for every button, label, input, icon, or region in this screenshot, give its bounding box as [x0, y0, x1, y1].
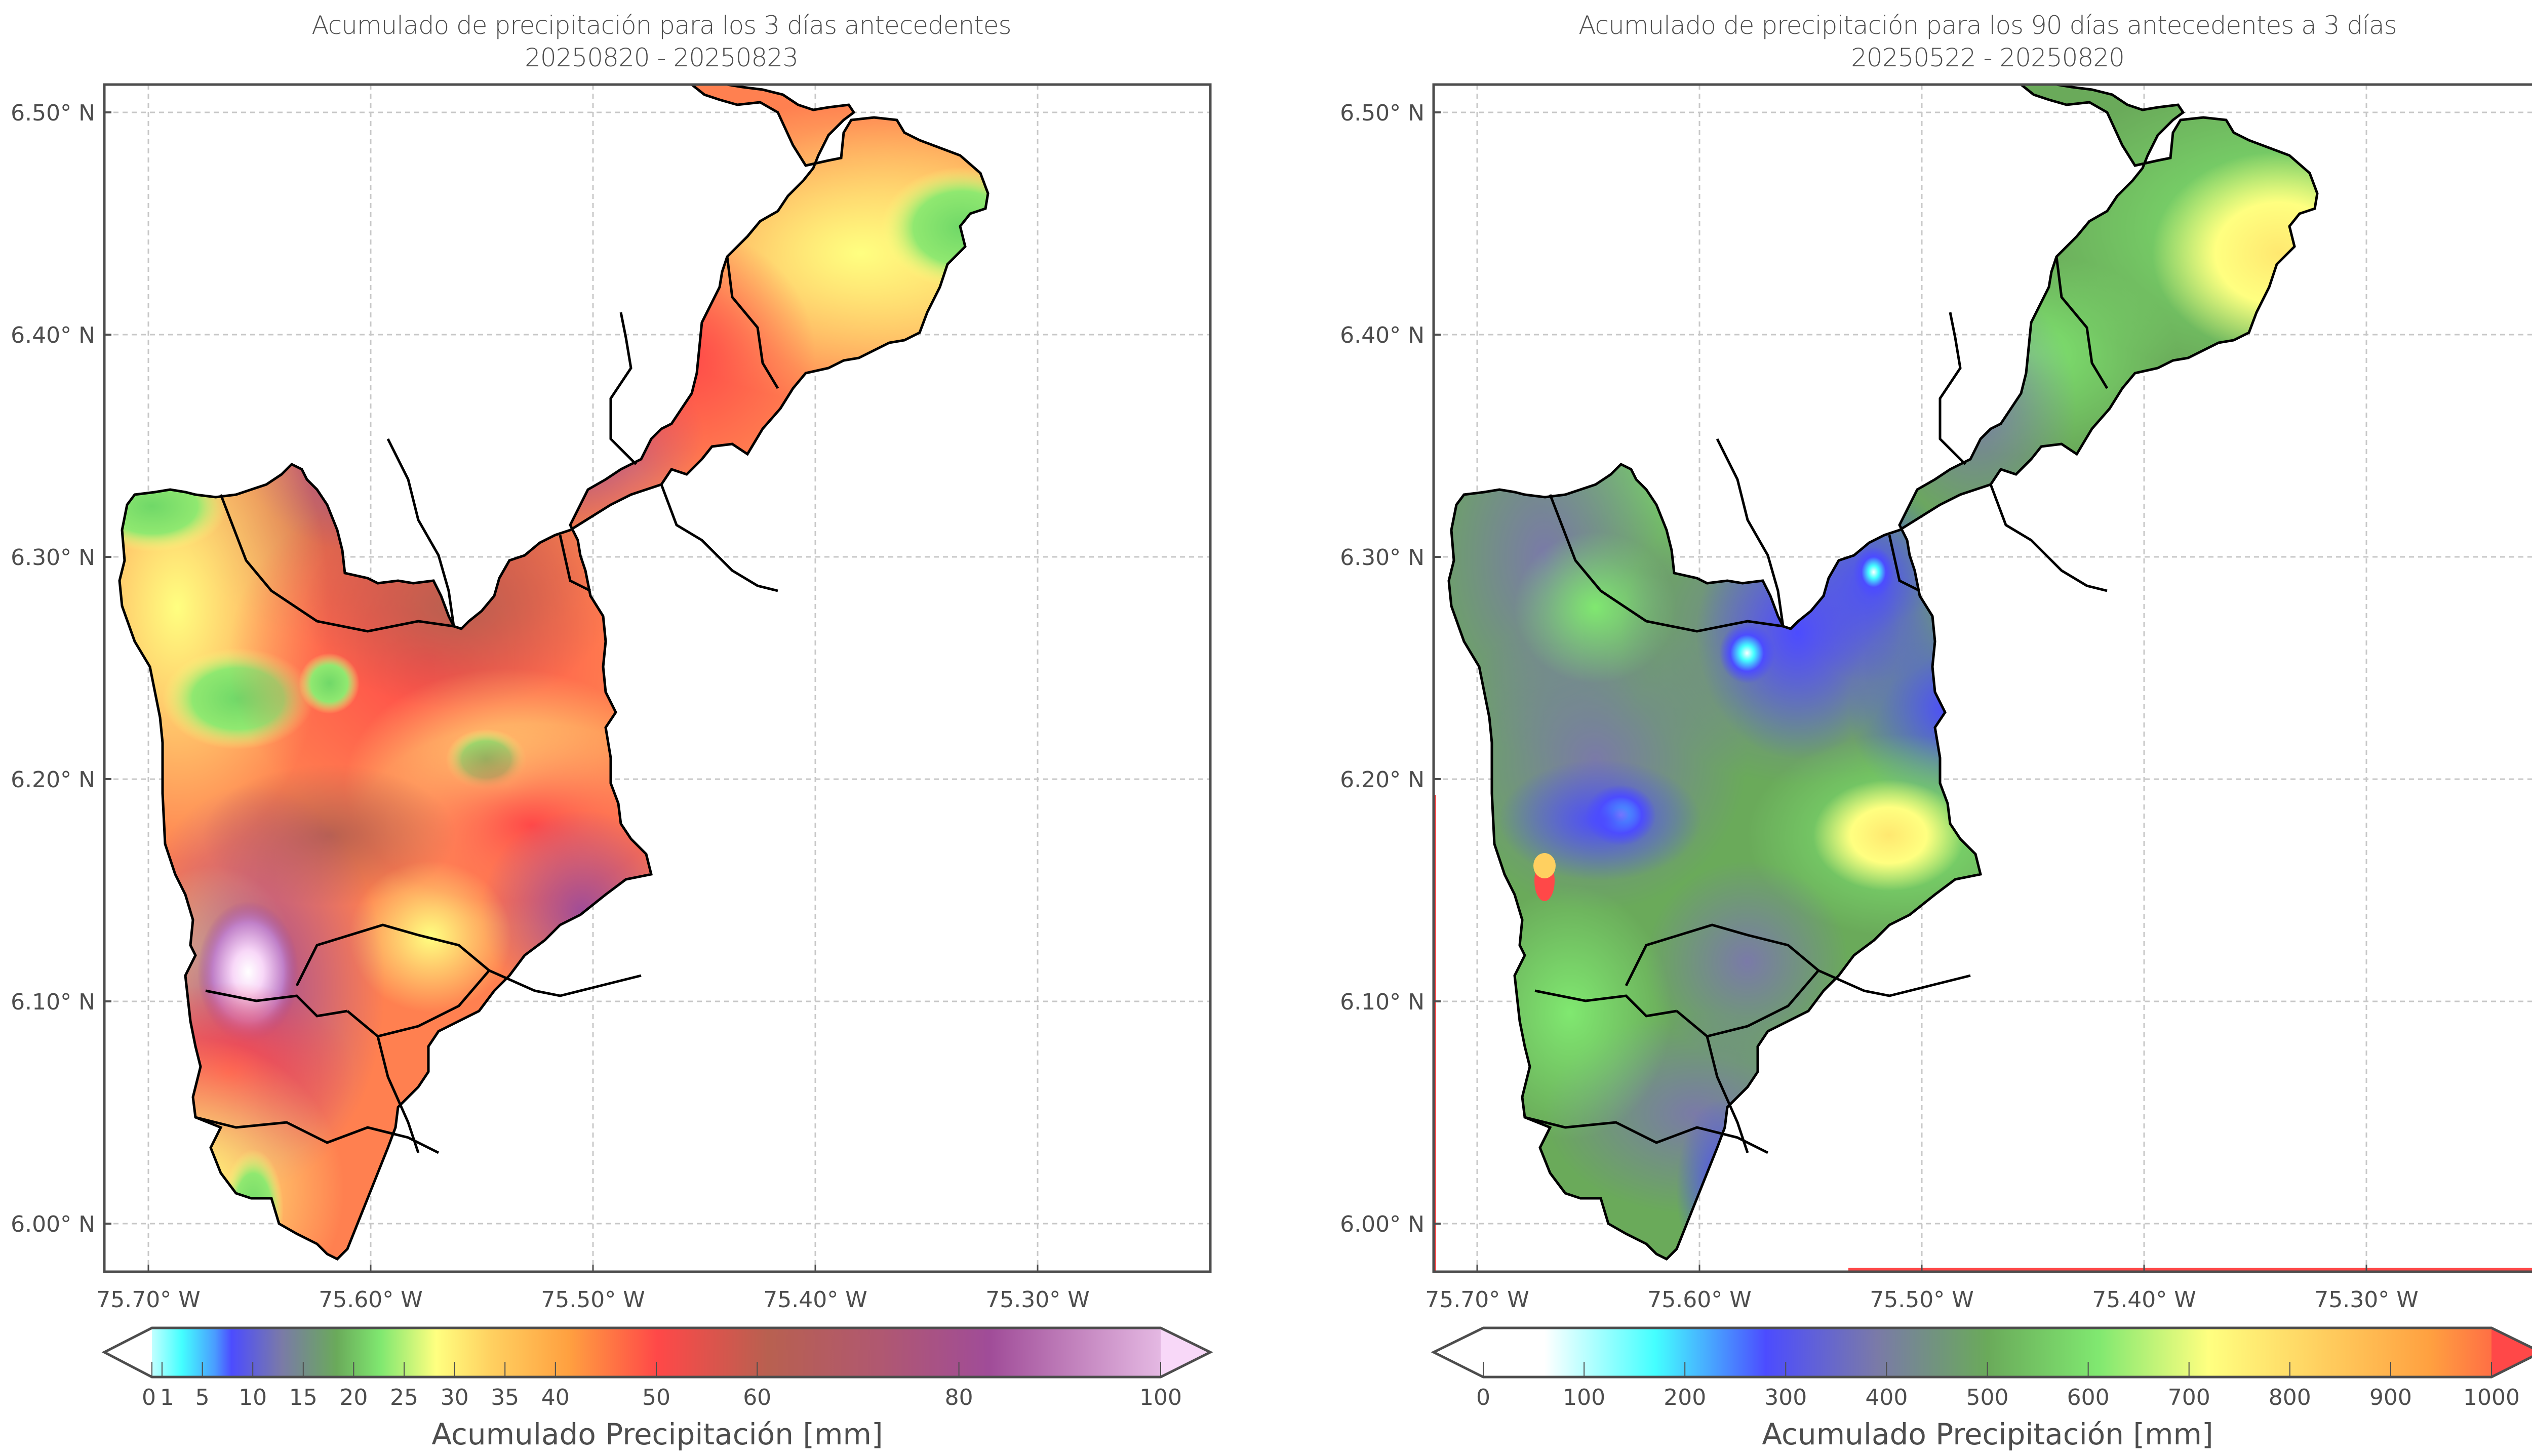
lon-tick-label: 75.30° W: [2314, 1287, 2418, 1313]
lat-tick-label: 6.30° N: [1340, 545, 1425, 571]
lon-tick-label: 75.30° W: [985, 1287, 1089, 1313]
left-axes-frame: [103, 83, 1212, 1273]
left-colorbar-over-extension: [1161, 1328, 1210, 1377]
right-colorbar-label: Acumulado Precipitación [mm]: [1762, 1417, 2213, 1451]
left-colorbar-under-extension: [104, 1328, 152, 1377]
colorbar-tick-label: 50: [642, 1385, 670, 1410]
lat-tick-label: 6.10° N: [1340, 989, 1425, 1015]
colorbar-tick-label: 80: [945, 1385, 973, 1410]
lon-tick-label: 75.50° W: [1870, 1287, 1973, 1313]
colorbar-tick-label: 700: [2168, 1385, 2210, 1410]
left-subbasin-boundaries: [195, 256, 779, 1154]
lon-tick-label: 75.60° W: [1647, 1287, 1751, 1313]
colorbar-tick-label: 5: [195, 1385, 210, 1410]
right-colorbar-ticks: 0 100 200 300 400 500 600 700 800 900 1000: [1476, 1362, 2520, 1410]
colorbar-tick-label: 0: [1476, 1385, 1490, 1410]
right-axes-frame: [1432, 83, 2532, 1273]
lon-tick-label: 75.40° W: [763, 1287, 867, 1313]
colorbar-tick-label: 25: [390, 1385, 418, 1410]
right-colorbar-gradient: [1434, 1328, 2532, 1377]
colorbar-tick-label: 900: [2369, 1385, 2412, 1410]
left-colorbar-ticks: 0 1 5 10 15 20 25 30 35 40 50 60 80 100: [142, 1362, 1182, 1410]
colorbar-tick-label: 40: [541, 1385, 570, 1410]
colorbar-tick-label: 1: [160, 1385, 174, 1410]
colorbar-tick-label: 400: [1865, 1385, 1908, 1410]
lat-tick-label: 6.50° N: [1340, 100, 1425, 126]
colorbar-tick-label: 1000: [2463, 1385, 2520, 1410]
lat-tick-label: 6.00° N: [11, 1211, 95, 1237]
lat-tick-label: 6.20° N: [1340, 767, 1425, 793]
lat-tick-label: 6.40° N: [11, 322, 95, 348]
left-title-line1: Acumulado de precipitación para los 3 dí…: [311, 11, 1011, 40]
left-colorbar: 0 1 5 10 15 20 25 30 35 40 50 60 80 100 Acumulado Pre…: [101, 1326, 1213, 1451]
lon-tick-label: 75.40° W: [2092, 1287, 2196, 1313]
right-axis-ticks: 75.70° W 75.60° W 75.50° W 75.40° W 75.30° W…: [1340, 100, 2419, 1313]
colorbar-tick-label: 300: [1764, 1385, 1807, 1410]
lat-tick-label: 6.00° N: [1340, 1211, 1425, 1237]
lon-tick-label: 75.60° W: [319, 1287, 422, 1313]
colorbar-tick-label: 35: [491, 1385, 519, 1410]
left-colorbar-label: Acumulado Precipitación [mm]: [431, 1417, 883, 1451]
lat-tick-label: 6.10° N: [11, 989, 95, 1015]
left-map-axes: 75.70° W 75.60° W 75.50° W 75.40° W 75.30° W…: [11, 83, 1212, 1313]
colorbar-tick-label: 100: [1139, 1385, 1182, 1410]
lat-tick-label: 6.30° N: [11, 545, 95, 571]
colorbar-tick-label: 20: [339, 1385, 368, 1410]
lon-tick-label: 75.70° W: [1425, 1287, 1529, 1313]
left-map-title: Acumulado de precipitación para los 3 dí…: [155, 9, 1168, 74]
left-title-dates: 20250820 - 20250823: [525, 43, 799, 72]
left-precipitation-field: [120, 85, 988, 1259]
lat-tick-label: 6.40° N: [1340, 322, 1425, 348]
right-title-line1: Acumulado de precipitación para los 90 d…: [1578, 11, 2397, 40]
colorbar-tick-label: 60: [743, 1385, 771, 1410]
colorbar-tick-label: 800: [2269, 1385, 2311, 1410]
colorbar-tick-label: 0: [142, 1385, 156, 1410]
right-colorbar-under-extension: [1434, 1328, 1483, 1377]
colorbar-tick-label: 30: [441, 1385, 469, 1410]
right-colorbar-over-extension: [2491, 1328, 2532, 1377]
right-subbasin-boundaries: [1524, 256, 2109, 1154]
colorbar-tick-label: 10: [239, 1385, 267, 1410]
colorbar-tick-label: 100: [1563, 1385, 1605, 1410]
right-title-dates: 20250522 - 20250820: [1851, 43, 2125, 72]
right-map-axes: 75.70° W 75.60° W 75.50° W 75.40° W 75.30° W…: [1340, 83, 2532, 1313]
colorbar-tick-label: 15: [289, 1385, 318, 1410]
lat-tick-label: 6.20° N: [11, 767, 95, 793]
left-axis-ticks: 75.70° W 75.60° W 75.50° W 75.40° W 75.30° W…: [11, 100, 1090, 1313]
right-map-title: Acumulado de precipitación para los 90 d…: [1481, 9, 2494, 74]
colorbar-tick-label: 200: [1664, 1385, 1706, 1410]
lat-tick-label: 6.50° N: [11, 100, 95, 126]
colorbar-tick-label: 500: [1966, 1385, 2009, 1410]
colorbar-tick-label: 600: [2067, 1385, 2110, 1410]
left-colorbar-gradient: [104, 1328, 1210, 1377]
lon-tick-label: 75.50° W: [541, 1287, 645, 1313]
lon-tick-label: 75.70° W: [96, 1287, 200, 1313]
right-colorbar: 0 100 200 300 400 500 600 700 800 900 1000 Acumula…: [1431, 1326, 2532, 1451]
right-precipitation-field: [1449, 85, 2317, 1259]
